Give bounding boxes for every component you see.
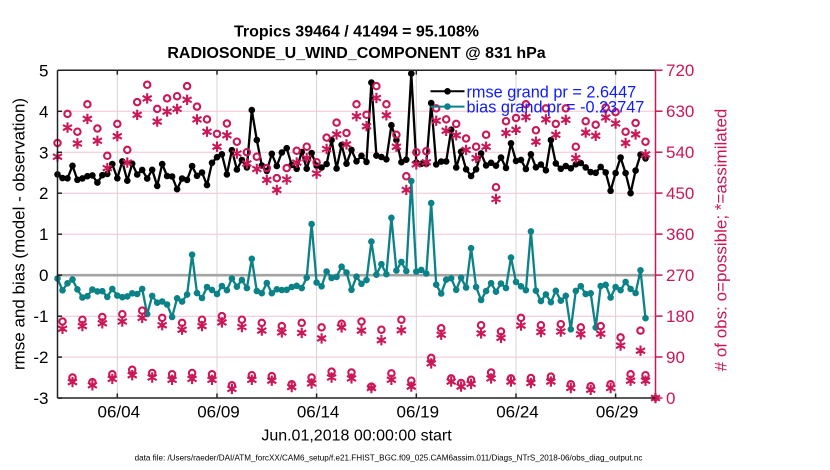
svg-text:540: 540 bbox=[666, 143, 694, 162]
svg-text:720: 720 bbox=[666, 61, 694, 80]
svg-text:630: 630 bbox=[666, 102, 694, 121]
svg-text:Tropics 39464 / 41494 = 95.108: Tropics 39464 / 41494 = 95.108% bbox=[234, 24, 479, 41]
svg-text:450: 450 bbox=[666, 184, 694, 203]
svg-text:3: 3 bbox=[39, 143, 48, 162]
svg-text:06/09: 06/09 bbox=[197, 403, 240, 422]
svg-text:rmse grand pr = 2.6447: rmse grand pr = 2.6447 bbox=[467, 83, 637, 101]
svg-text:2: 2 bbox=[39, 184, 48, 203]
svg-text:90: 90 bbox=[666, 348, 685, 367]
svg-text:180: 180 bbox=[666, 307, 694, 326]
svg-text:270: 270 bbox=[666, 266, 694, 285]
svg-text:06/29: 06/29 bbox=[596, 403, 639, 422]
svg-text:-1: -1 bbox=[33, 307, 48, 326]
svg-text:bias grand pr = -0.23747: bias grand pr = -0.23747 bbox=[467, 99, 645, 117]
svg-text:360: 360 bbox=[666, 225, 694, 244]
svg-text:5: 5 bbox=[39, 61, 48, 80]
svg-text:rmse and bias (model - observa: rmse and bias (model - observation) bbox=[10, 98, 29, 370]
svg-text:-2: -2 bbox=[33, 348, 48, 367]
svg-text:06/19: 06/19 bbox=[397, 403, 440, 422]
svg-text:06/04: 06/04 bbox=[98, 403, 141, 422]
svg-text:0: 0 bbox=[666, 389, 675, 408]
svg-text:data file: /Users/raeder/DAI/A: data file: /Users/raeder/DAI/ATM_forcXX/… bbox=[135, 453, 643, 462]
svg-text:RADIOSONDE_U_WIND_COMPONENT @: RADIOSONDE_U_WIND_COMPONENT @ 831 hPa bbox=[167, 45, 545, 62]
svg-text:0: 0 bbox=[39, 266, 48, 285]
svg-text:Jun.01,2018 00:00:00 start: Jun.01,2018 00:00:00 start bbox=[261, 428, 452, 445]
svg-text:4: 4 bbox=[39, 102, 48, 121]
svg-text:06/14: 06/14 bbox=[297, 403, 340, 422]
svg-text:# of obs: o=possible; *=assimi: # of obs: o=possible; *=assimilated bbox=[712, 109, 731, 372]
svg-text:-3: -3 bbox=[33, 389, 48, 408]
svg-text:1: 1 bbox=[39, 225, 48, 244]
svg-text:06/24: 06/24 bbox=[496, 403, 539, 422]
